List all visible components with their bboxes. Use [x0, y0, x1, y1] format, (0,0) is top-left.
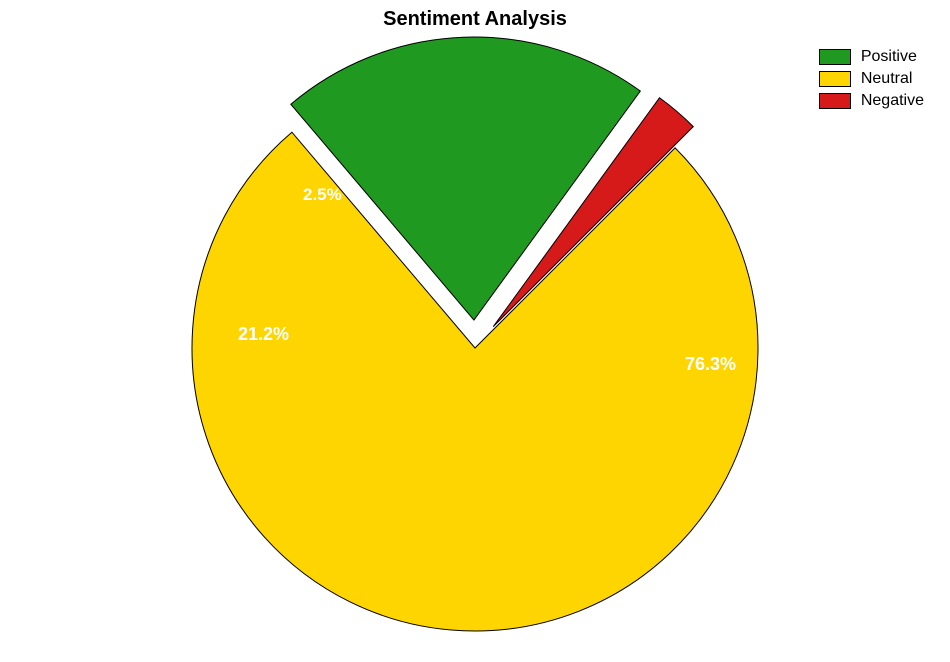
- slice-label-neutral: 76.3%: [685, 354, 736, 374]
- slice-label-negative: 2.5%: [303, 185, 342, 204]
- pie-chart: 76.3% 21.2% 2.5%: [0, 0, 950, 662]
- slice-label-positive: 21.2%: [238, 324, 289, 344]
